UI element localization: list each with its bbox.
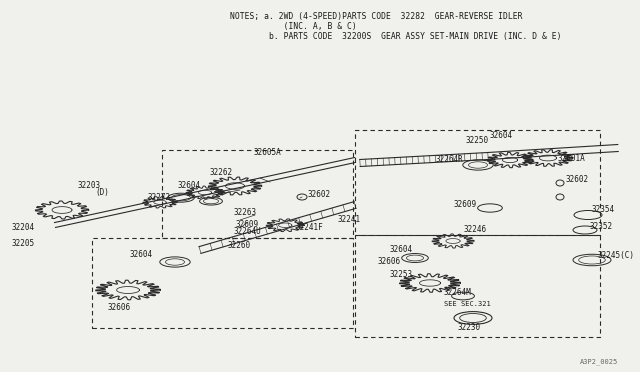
Text: 32272: 32272 bbox=[148, 193, 171, 202]
Text: 32609: 32609 bbox=[236, 220, 259, 229]
Text: 32609: 32609 bbox=[453, 200, 476, 209]
Text: 32264R: 32264R bbox=[435, 155, 463, 164]
Text: 32253: 32253 bbox=[390, 270, 413, 279]
Bar bbox=[92, 238, 353, 328]
Text: b. PARTS CODE  32200S  GEAR ASSY SET-MAIN DRIVE (INC. D & E): b. PARTS CODE 32200S GEAR ASSY SET-MAIN … bbox=[230, 32, 561, 41]
Text: 32262: 32262 bbox=[210, 168, 233, 177]
Text: 32204: 32204 bbox=[12, 223, 35, 232]
Text: 32205: 32205 bbox=[12, 239, 35, 248]
Text: 32604: 32604 bbox=[490, 131, 513, 140]
Text: 32604: 32604 bbox=[178, 181, 201, 190]
Text: 32264M: 32264M bbox=[443, 288, 471, 297]
Text: 32230: 32230 bbox=[458, 323, 481, 332]
Text: 32245(C): 32245(C) bbox=[597, 251, 634, 260]
Text: 32246: 32246 bbox=[463, 225, 486, 234]
Bar bbox=[162, 150, 353, 238]
Text: 32602: 32602 bbox=[308, 190, 331, 199]
Bar bbox=[355, 130, 600, 235]
Text: NOTES; a. 2WD (4-SPEED)PARTS CODE  32282  GEAR-REVERSE IDLER: NOTES; a. 2WD (4-SPEED)PARTS CODE 32282 … bbox=[230, 12, 522, 21]
Text: 32606: 32606 bbox=[378, 257, 401, 266]
Text: 32606: 32606 bbox=[108, 303, 131, 312]
Text: 32250: 32250 bbox=[465, 136, 488, 145]
Text: 32604: 32604 bbox=[130, 250, 153, 259]
Text: (INC. A, B & C): (INC. A, B & C) bbox=[230, 22, 356, 31]
Text: 32263: 32263 bbox=[233, 208, 256, 217]
Text: 32605A: 32605A bbox=[253, 148, 281, 157]
Text: 32352: 32352 bbox=[590, 222, 613, 231]
Text: 32604: 32604 bbox=[390, 245, 413, 254]
Text: 32264U: 32264U bbox=[234, 227, 262, 236]
Text: A3P2_0025: A3P2_0025 bbox=[580, 358, 618, 365]
Text: SEE SEC.321: SEE SEC.321 bbox=[444, 301, 491, 307]
Text: 32203: 32203 bbox=[78, 181, 101, 190]
Text: 32241F: 32241F bbox=[296, 223, 324, 232]
Bar bbox=[355, 235, 600, 337]
Text: 32260: 32260 bbox=[228, 241, 251, 250]
Text: (D): (D) bbox=[95, 188, 109, 197]
Text: 32241: 32241 bbox=[337, 215, 360, 224]
Text: 32354: 32354 bbox=[592, 205, 615, 214]
Text: 32601A: 32601A bbox=[558, 154, 586, 163]
Text: 32602: 32602 bbox=[566, 175, 589, 184]
